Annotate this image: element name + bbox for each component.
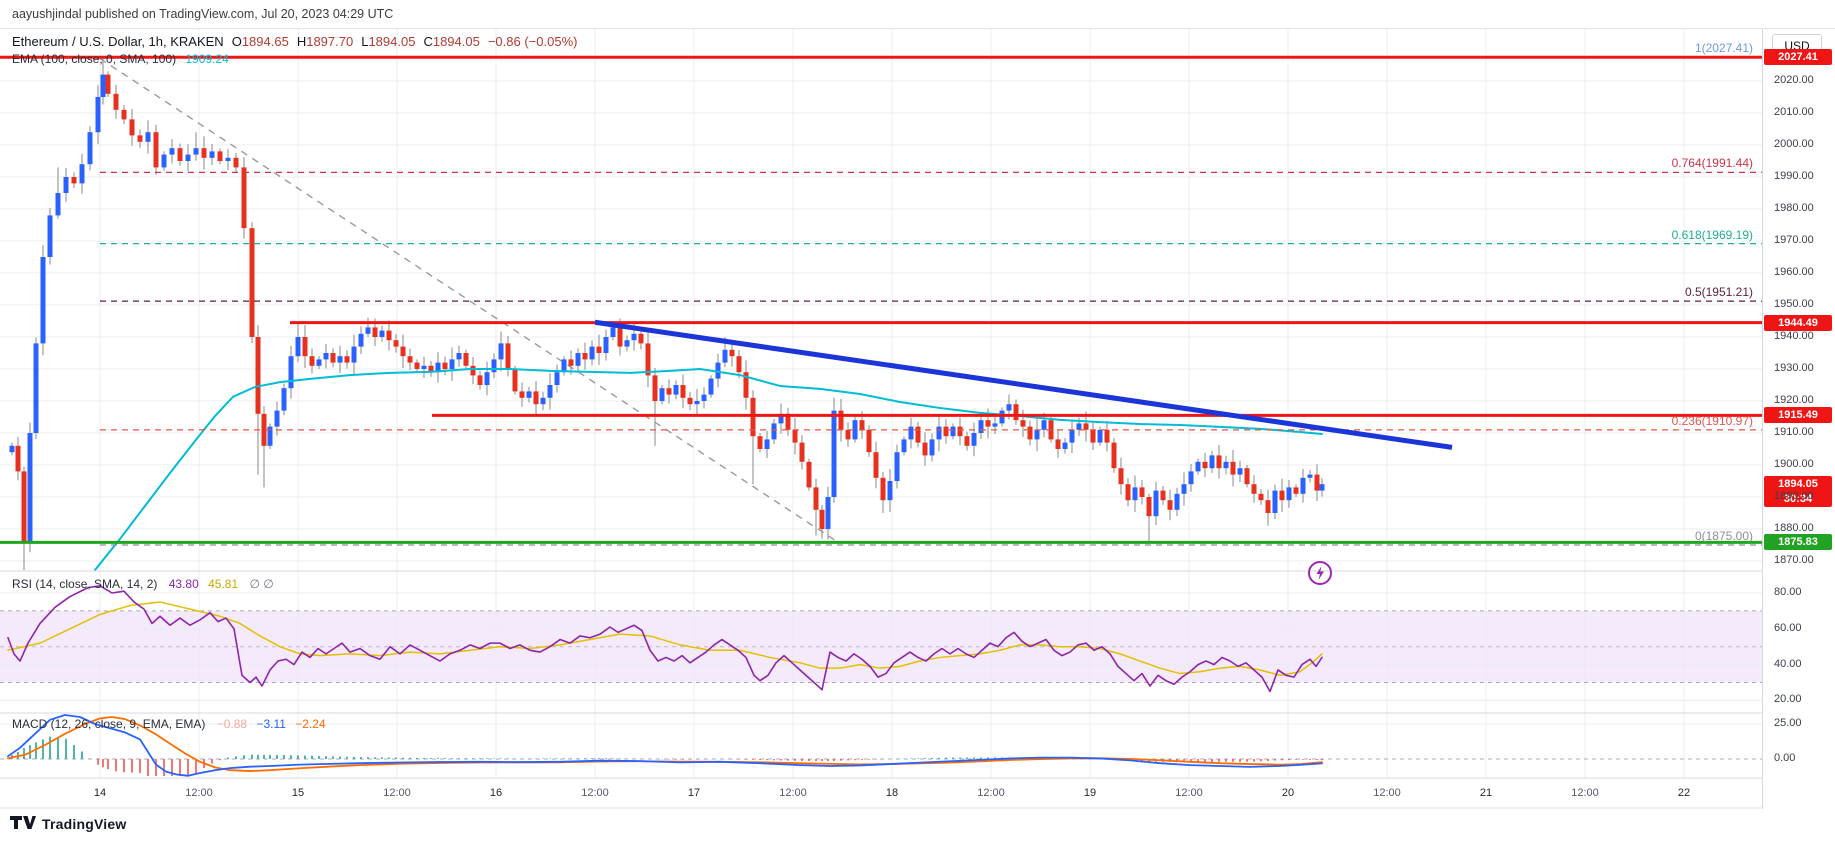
axis-tick-label: 1870.00	[1774, 554, 1814, 566]
fib-level-label: 1(2027.41)	[1694, 41, 1753, 56]
time-tick-label: 12:00	[1571, 787, 1599, 799]
rsi-empty-values: ∅ ∅	[249, 577, 274, 591]
axis-tick-label: 2010.00	[1774, 106, 1814, 118]
price-badge: 1915.49	[1764, 407, 1832, 424]
time-tick-label: 20	[1281, 787, 1295, 799]
symbol-title-row: Ethereum / U.S. Dollar, 1h, KRAKEN O1894.…	[12, 34, 577, 49]
axis-tick-label: 2000.00	[1774, 138, 1814, 150]
axis-tick-label: 1980.00	[1774, 202, 1814, 214]
ohlc-pair: H1897.70	[296, 34, 354, 49]
axis-tick-label: 25.00	[1774, 717, 1802, 729]
ohlc-pair: L1894.05	[361, 34, 416, 49]
fib-level-label: 0.618(1969.19)	[1671, 227, 1753, 242]
footer: TradingView	[10, 815, 126, 832]
time-tick-label: 21	[1479, 787, 1493, 799]
fib-level-label: 0(1875.00)	[1694, 529, 1753, 543]
tradingview-brand[interactable]: TradingView	[42, 815, 127, 832]
change-value: −0.86 (−0.05%)	[487, 34, 578, 49]
ema-legend-row: EMA (100, close, 0, SMA, 100) 1909.24	[12, 52, 229, 66]
axis-tick-label: 20.00	[1774, 693, 1802, 706]
axis-tick-label: 40.00	[1774, 657, 1802, 670]
fib-level-label: 0.236(1910.97)	[1671, 413, 1753, 428]
ema-label[interactable]: EMA (100, close, 0, SMA, 100)	[12, 52, 177, 66]
symbol-title[interactable]: Ethereum / U.S. Dollar, 1h, KRAKEN	[12, 34, 224, 49]
ohlc-values: O1894.65 H1897.70 L1894.05 C1894.05	[224, 34, 480, 49]
time-tick-label: 18	[885, 787, 899, 799]
rsi-value: 43.80	[168, 577, 199, 591]
time-tick-label: 22	[1677, 787, 1691, 799]
axis-tick-label: 1990.00	[1774, 170, 1814, 182]
chart-canvas[interactable]	[0, 29, 1835, 809]
axis-tick-label: 2020.00	[1774, 74, 1814, 86]
axis-tick-label: 1950.00	[1774, 298, 1814, 310]
axis-tick-label: 1920.00	[1774, 394, 1814, 406]
publisher-text: aayushjindal published on TradingView.co…	[12, 7, 394, 21]
ohlc-pair: C1894.05	[423, 34, 480, 49]
macd-legend-row: MACD (12, 26, close, 9, EMA, EMA) −0.88 …	[12, 717, 326, 731]
axis-tick-label: 1970.00	[1774, 234, 1814, 246]
fib-level-label: 0.764(1991.44)	[1671, 156, 1753, 171]
countdown-timer: 30:34	[1783, 493, 1813, 506]
rsi-label[interactable]: RSI (14, close, SMA, 14, 2)	[12, 577, 158, 591]
fib-level-label: 0.5(1951.21)	[1684, 285, 1753, 300]
rsi-legend-row: RSI (14, close, SMA, 14, 2) 43.80 45.81 …	[12, 577, 274, 591]
axis-tick-label: 1960.00	[1774, 266, 1814, 278]
macd-signal-value: −2.24	[295, 717, 326, 731]
axis-tick-label: 1890.00	[1774, 490, 1814, 502]
axis-tick-label: 1880.00	[1774, 522, 1814, 534]
time-tick-label: 17	[687, 787, 701, 799]
axis-tick-label: 80.00	[1774, 586, 1802, 598]
rsi-ma-value: 45.81	[208, 577, 239, 591]
price-badge: 1875.83	[1764, 534, 1832, 551]
axis-tick-label: 0.00	[1774, 752, 1796, 764]
price-badge: 1944.49	[1764, 314, 1832, 331]
price-badge: 1894.05 30:34	[1764, 476, 1832, 508]
chart-frame: Ethereum / U.S. Dollar, 1h, KRAKEN O1894.…	[0, 28, 1835, 809]
macd-line-value: −3.11	[256, 717, 286, 731]
axis-tick-label: 1930.00	[1774, 362, 1814, 374]
tradingview-logo-icon[interactable]	[10, 815, 36, 832]
time-tick-label: 19	[1083, 787, 1097, 799]
time-tick-label: 12:00	[581, 787, 609, 799]
time-tick-label: 12:00	[185, 787, 213, 799]
time-tick-label: 12:00	[1373, 787, 1401, 799]
time-tick-label: 12:00	[779, 787, 807, 799]
time-tick-label: 16	[489, 787, 503, 799]
flash-icon[interactable]	[1307, 560, 1333, 586]
macd-hist-value: −0.88	[216, 717, 248, 731]
axis-tick-label: 60.00	[1774, 621, 1802, 634]
time-tick-label: 14	[93, 787, 107, 799]
axis-tick-label: 1940.00	[1774, 330, 1814, 342]
ema-value: 1909.24	[185, 52, 229, 66]
ohlc-pair: O1894.65	[231, 34, 289, 49]
price-badge: 2027.41	[1764, 49, 1832, 66]
time-tick-label: 12:00	[383, 787, 411, 799]
time-tick-label: 12:00	[1175, 787, 1203, 799]
axis-tick-label: 1910.00	[1774, 426, 1814, 438]
time-tick-label: 15	[291, 787, 305, 799]
time-tick-label: 12:00	[977, 787, 1005, 799]
axis-tick-label: 1900.00	[1774, 458, 1814, 470]
macd-label[interactable]: MACD (12, 26, close, 9, EMA, EMA)	[12, 717, 206, 731]
